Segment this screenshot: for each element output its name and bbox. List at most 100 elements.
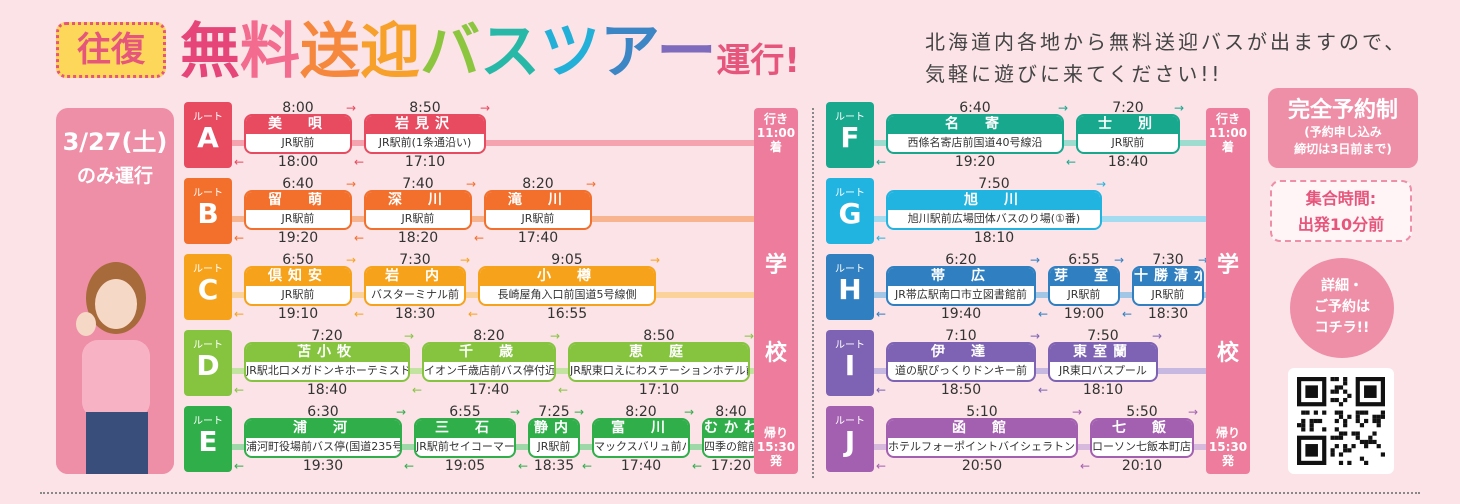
arrow-left-icon: ←: [354, 307, 365, 321]
stop-name: 富 川: [594, 420, 688, 438]
stop-name: 浦 河: [246, 420, 400, 438]
stop-name: 伊 達: [888, 344, 1034, 362]
routes-panel-west: ルート A 美 唄 JR駅前 8:00 18:00 → ← 岩見沢 JR駅前(1条通沿い) 8:50…: [184, 100, 804, 480]
route-row: ルート I 伊 達道の駅ぴっくりドンキー前 7:10 18:50 → ← 東室蘭 JR東口バスプ…: [826, 328, 1206, 398]
stop-place: JR駅前: [537, 440, 571, 453]
school-column-left: 行き 11:00 着 学 校 帰り 15:30 発: [754, 108, 798, 474]
arrow-left-icon: ←: [876, 307, 887, 321]
bus-stop[interactable]: 名 寄西條名寄店前国道40号線沿: [886, 114, 1064, 154]
bus-stop[interactable]: むかわ 四季の館前: [702, 418, 760, 458]
title-char: ス: [480, 17, 540, 87]
arrow-left-icon: ←: [404, 459, 415, 473]
return-time: 17:40: [517, 230, 559, 246]
stop-name: 芽 室: [1050, 268, 1118, 286]
return-time: 19:30: [302, 458, 344, 474]
bus-stop[interactable]: 留 萌 JR駅前: [244, 190, 352, 230]
stop-place: 旭川駅前広場団体バスのり場(①番): [907, 212, 1081, 225]
bus-stop[interactable]: 恵 庭 JR駅東口えにわステーションホテル前: [568, 342, 750, 382]
bus-stop[interactable]: 岩見沢 JR駅前(1条通沿い): [364, 114, 486, 154]
bus-stop[interactable]: 函 館ホテルフォーポイントバイシェラトン函館前: [886, 418, 1078, 458]
arrow-right-icon: →: [346, 253, 357, 267]
school-departure-time: 帰り 15:30 発: [1208, 426, 1248, 468]
stop-place: JR駅前: [1151, 288, 1185, 301]
stop-name: 岩見沢: [366, 116, 484, 134]
departure-time: 5:10: [966, 404, 998, 420]
routes-panel-east: ルート F 名 寄西條名寄店前国道40号線沿 6:40 19:20 → ← 士 別 JR駅前 7:…: [826, 100, 1208, 480]
bus-stop[interactable]: 小 樽長崎屋角入口前国道5号線側: [478, 266, 656, 306]
arrow-right-icon: →: [1174, 101, 1185, 115]
return-time: 19:20: [954, 154, 996, 170]
return-time: 16:55: [546, 306, 588, 322]
bus-stop[interactable]: 東室蘭 JR東口バスプール: [1048, 342, 1158, 382]
school-departure-time: 帰り 15:30 発: [756, 426, 796, 468]
bus-stop[interactable]: 三 石 JR駅前セイコーマート前: [414, 418, 516, 458]
bus-stop[interactable]: 富 川マックスバリュ前バス停: [592, 418, 690, 458]
arrow-right-icon: →: [684, 405, 695, 419]
arrow-right-icon: →: [460, 253, 471, 267]
date-card: 3/27(土) のみ運行: [56, 108, 174, 474]
return-time: 19:40: [940, 306, 982, 322]
stop-place: マックスバリュ前バス停: [594, 440, 688, 453]
staff-photo: [56, 248, 174, 474]
return-time: 20:10: [1121, 458, 1163, 474]
stop-name: 十勝清水: [1134, 268, 1202, 286]
bus-stop[interactable]: 倶知安 JR駅前: [244, 266, 352, 306]
departure-time: 8:20: [473, 328, 505, 344]
route-row: ルート B 留 萌 JR駅前 6:40 19:20 → ← 深 川 JR駅前 7:40 18:20 → ←…: [184, 176, 754, 246]
departure-time: 7:25: [538, 404, 570, 420]
round-trip-badge: 往復: [56, 22, 166, 78]
route-badge: ルート A: [184, 102, 232, 168]
return-time: 17:40: [620, 458, 662, 474]
departure-time: 6:50: [282, 252, 314, 268]
bus-stop[interactable]: 士 別 JR駅前: [1076, 114, 1180, 154]
departure-time: 6:20: [945, 252, 977, 268]
bus-stop[interactable]: 伊 達道の駅ぴっくりドンキー前: [886, 342, 1036, 382]
route-row: ルート C 倶知安 JR駅前 6:50 19:10 → ← 岩 内バスターミナル前 7:30 18:…: [184, 252, 754, 322]
bus-stop[interactable]: 苫小牧 JR駅北口メガドンキホーテミスド前: [244, 342, 410, 382]
stop-place: イオン千歳店前バス停付近: [424, 364, 556, 377]
stop-place: 浦河町役場前バス停(国道235号線沿): [246, 440, 402, 453]
stop-place: JR帯広駅南口市立図書館前: [895, 288, 1027, 301]
reservation-qr-code[interactable]: [1288, 368, 1394, 474]
bus-stop[interactable]: 帯 広 JR帯広駅南口市立図書館前: [886, 266, 1036, 306]
arrow-right-icon: →: [1030, 329, 1041, 343]
bus-stop[interactable]: 七 飯ローソン七飯本町店前: [1090, 418, 1194, 458]
arrow-left-icon: ←: [234, 155, 245, 169]
stop-name: 千 歳: [424, 344, 554, 362]
school-column-right: 行き 11:00 着 学 校 帰り 15:30 発: [1206, 108, 1250, 474]
title-char: 料: [240, 17, 300, 87]
bus-stop[interactable]: 静内 JR駅前: [528, 418, 580, 458]
bus-stop[interactable]: 美 唄 JR駅前: [244, 114, 352, 154]
stop-place: 四季の館前: [704, 440, 759, 453]
page-title: 無料送迎バスツアー運行!: [180, 12, 800, 92]
departure-time: 8:20: [625, 404, 657, 420]
bus-stop[interactable]: 十勝清水 JR駅前: [1132, 266, 1204, 306]
route-row: ルート H 帯 広 JR帯広駅南口市立図書館前 6:20 19:40 → ← 芽 室 JR駅前 6:…: [826, 252, 1208, 322]
bus-stop[interactable]: 滝 川 JR駅前: [484, 190, 592, 230]
stop-name: むかわ: [704, 420, 760, 438]
route-letter: D: [196, 349, 220, 382]
panel-divider: [812, 108, 814, 478]
bus-stop[interactable]: 深 川 JR駅前: [364, 190, 472, 230]
departure-time: 6:55: [449, 404, 481, 420]
details-callout[interactable]: 詳細・ ご予約は コチラ!!: [1290, 258, 1394, 358]
stop-name: 滝 川: [486, 192, 590, 210]
stop-place: JR駅前: [1111, 136, 1145, 149]
stop-name: 三 石: [416, 420, 514, 438]
bus-stop[interactable]: 芽 室 JR駅前: [1048, 266, 1120, 306]
route-letter: F: [840, 121, 860, 154]
departure-time: 8:20: [522, 176, 554, 192]
bus-stop[interactable]: 岩 内バスターミナル前: [364, 266, 466, 306]
bus-stop[interactable]: 千 歳イオン千歳店前バス停付近: [422, 342, 556, 382]
bus-stop[interactable]: 旭 川旭川駅前広場団体バスのり場(①番): [886, 190, 1102, 230]
departure-time: 8:50: [643, 328, 675, 344]
departure-time: 7:20: [311, 328, 343, 344]
event-date: 3/27(土): [62, 128, 168, 156]
departure-time: 6:55: [1068, 252, 1100, 268]
route-letter: E: [198, 425, 218, 458]
departure-time: 7:50: [1087, 328, 1119, 344]
stop-name: 旭 川: [888, 192, 1100, 210]
departure-time: 6:40: [282, 176, 314, 192]
stop-name: 深 川: [366, 192, 470, 210]
